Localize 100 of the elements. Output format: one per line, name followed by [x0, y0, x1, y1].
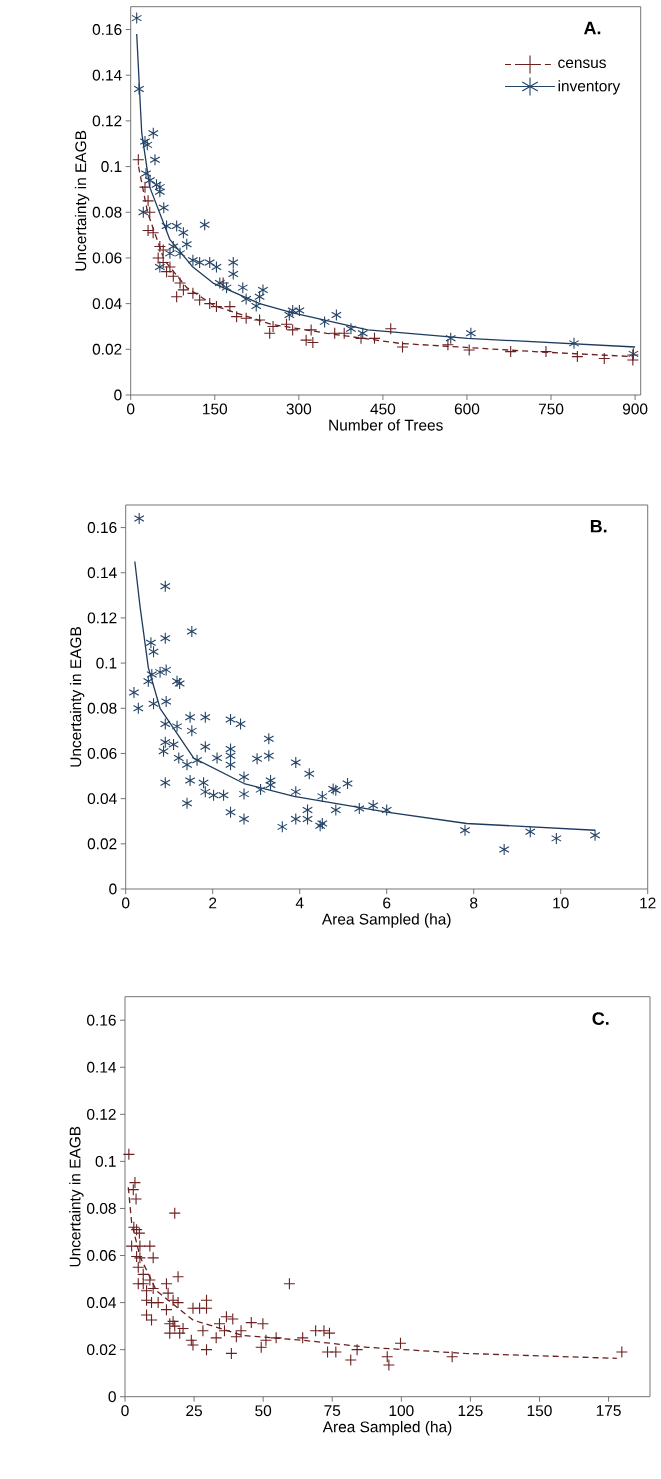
- point: [240, 293, 252, 306]
- y-tick-label: 0.02: [87, 838, 117, 850]
- x-tick-label: 300: [286, 403, 312, 415]
- point: [263, 327, 276, 340]
- point: [328, 327, 341, 340]
- point: [568, 337, 580, 350]
- x-axis-title: Area Sampled (ha): [321, 913, 451, 928]
- y-tick-label: 0.16: [87, 522, 117, 534]
- point: [194, 256, 205, 269]
- point: [319, 315, 330, 328]
- point: [164, 247, 176, 260]
- x-tick-label: 2: [209, 897, 217, 909]
- point: [227, 267, 239, 280]
- y-tick-label: 0.14: [92, 69, 122, 81]
- y-tick-label: 0.04: [87, 1297, 117, 1309]
- y-tick-label: 0.08: [87, 1203, 116, 1214]
- x-tick-label: 50: [255, 1405, 272, 1417]
- point: [306, 336, 319, 349]
- point: [131, 12, 143, 25]
- point: [354, 332, 368, 345]
- x-tick-label: 125: [458, 1405, 483, 1417]
- point: [211, 261, 222, 274]
- point: [384, 322, 397, 335]
- y-tick-label: 0.12: [87, 1108, 116, 1120]
- point: [223, 300, 236, 313]
- y-tick-label: 0.1: [95, 1155, 116, 1167]
- y-tick-label: 0.1: [96, 657, 117, 669]
- point: [154, 261, 166, 274]
- point: [181, 238, 193, 251]
- y-tick-label: 0.16: [87, 1014, 116, 1026]
- point: [138, 206, 149, 219]
- point: [149, 153, 161, 166]
- x-tick-label: 175: [596, 1405, 621, 1416]
- x-tick-label: 600: [454, 403, 480, 415]
- y-tick-label: 0.08: [87, 702, 117, 714]
- x-tick-label: 12: [640, 897, 656, 909]
- x-tick-label: 25: [186, 1405, 203, 1417]
- point: [254, 290, 265, 303]
- point: [142, 224, 155, 237]
- x-tick-label: 6: [383, 897, 391, 909]
- x-axis-title: Area Sampled (ha): [322, 1420, 452, 1436]
- x-axis-title: Number of Trees: [329, 419, 443, 431]
- point: [305, 323, 318, 336]
- x-tick-label: 450: [370, 403, 396, 415]
- point: [187, 254, 199, 267]
- point: [368, 332, 381, 345]
- point: [445, 332, 457, 345]
- annotation: B.: [590, 520, 607, 533]
- point: [250, 299, 262, 312]
- point: [227, 256, 239, 269]
- point: [230, 310, 243, 323]
- point: [287, 304, 298, 317]
- y-axis-title: Uncertainty in EAGB: [74, 130, 90, 271]
- y-tick-label: 0.08: [92, 206, 122, 218]
- y-tick-label: 0: [114, 389, 122, 401]
- point: [257, 283, 269, 296]
- point: [571, 350, 584, 363]
- point: [147, 127, 159, 140]
- legend-label: inventory: [558, 80, 621, 95]
- point: [294, 304, 305, 317]
- point: [463, 343, 476, 357]
- point: [253, 314, 266, 327]
- y-tick-label: 0.06: [92, 252, 122, 264]
- y-tick-label: 0.16: [92, 24, 122, 35]
- point: [283, 308, 295, 322]
- y-axis-title: Uncertainty in EAGB: [69, 1126, 84, 1267]
- point: [153, 240, 166, 253]
- x-tick-label: 900: [622, 403, 648, 415]
- point: [300, 334, 313, 347]
- point: [143, 206, 156, 219]
- point: [338, 327, 351, 340]
- point: [199, 218, 210, 231]
- point: [504, 345, 517, 358]
- y-axis-title: Uncertainty in EAGB: [69, 627, 85, 767]
- point: [598, 352, 611, 365]
- point: [396, 340, 409, 354]
- point: [267, 320, 280, 333]
- point: [331, 308, 342, 322]
- x-tick-label: 150: [203, 403, 228, 415]
- y-tick-label: 0.04: [87, 793, 117, 805]
- x-tick-label: 4: [295, 897, 304, 909]
- point: [357, 327, 369, 340]
- legend-label: census: [558, 59, 606, 69]
- y-tick-label: 0.06: [87, 1250, 116, 1261]
- y-tick-label: 0: [108, 1391, 116, 1403]
- point: [133, 82, 145, 95]
- point: [161, 219, 172, 233]
- y-tick-label: 0.12: [87, 612, 117, 624]
- x-tick-label: 100: [389, 1405, 414, 1417]
- x-tick-label: 10: [553, 897, 569, 909]
- point: [214, 277, 226, 290]
- point: [170, 290, 183, 303]
- y-tick-label: 0.06: [87, 748, 117, 759]
- x-tick-label: 0: [122, 897, 130, 909]
- point: [142, 194, 155, 207]
- y-tick-label: 0.1: [101, 161, 122, 173]
- point: [221, 281, 232, 294]
- y-tick-label: 0.12: [92, 115, 122, 127]
- x-tick-label: 150: [527, 1405, 552, 1417]
- point: [345, 322, 357, 335]
